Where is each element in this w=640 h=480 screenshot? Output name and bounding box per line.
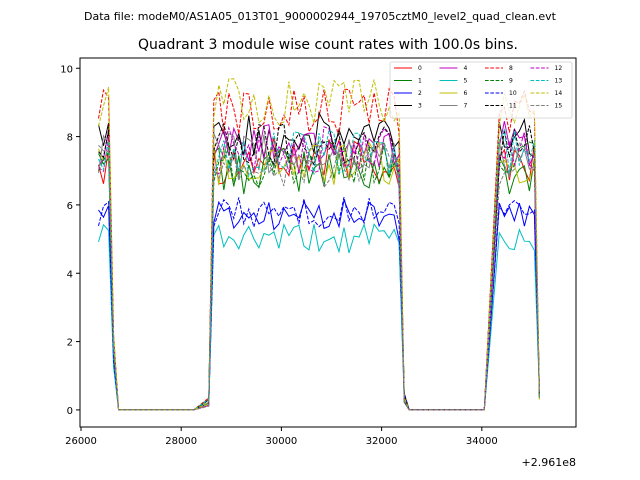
series-line-9	[98, 140, 540, 411]
legend-label-15: 15	[555, 103, 563, 110]
legend-label-14: 14	[555, 90, 563, 97]
series-line-5	[98, 222, 540, 411]
series-line-14	[98, 78, 540, 411]
series-line-12	[98, 126, 540, 411]
series-line-7	[98, 132, 540, 411]
legend-label-2: 2	[418, 90, 422, 97]
series-line-0	[98, 137, 540, 411]
x-tick-label: 34000	[466, 436, 498, 447]
legend-box	[389, 61, 573, 119]
legend-label-0: 0	[418, 65, 422, 72]
y-tick-label: 0	[67, 406, 73, 417]
y-tick-label: 4	[67, 269, 73, 280]
legend-label-5: 5	[464, 78, 468, 85]
x-tick-label: 26000	[65, 436, 97, 447]
legend-label-13: 13	[555, 78, 563, 85]
x-tick-label: 32000	[366, 436, 398, 447]
y-tick-label: 10	[60, 64, 73, 75]
legend-label-4: 4	[464, 65, 468, 72]
legend-label-7: 7	[464, 103, 468, 110]
y-tick-label: 6	[67, 201, 73, 212]
y-tick-label: 8	[67, 133, 73, 144]
series-line-8	[98, 87, 540, 411]
plot-frame	[79, 57, 577, 428]
chart-title: Quadrant 3 module wise count rates with …	[138, 37, 518, 53]
series-line-6	[98, 140, 540, 411]
series-line-1	[98, 147, 540, 411]
series-line-10	[98, 196, 540, 411]
legend-label-11: 11	[509, 103, 517, 110]
legend-label-9: 9	[509, 78, 513, 85]
legend-label-10: 10	[509, 90, 517, 97]
series-line-15	[98, 141, 540, 411]
x-tick-label: 30000	[265, 436, 297, 447]
x-tick-label: 28000	[165, 436, 197, 447]
legend-label-3: 3	[418, 103, 422, 110]
x-offset-label: +2.961e8	[522, 456, 576, 469]
plot-series	[98, 78, 540, 411]
legend-label-12: 12	[555, 65, 563, 72]
suptitle: Data file: modeM0/AS1A05_013T01_90000029…	[84, 10, 557, 23]
legend-label-8: 8	[509, 65, 513, 72]
y-tick-label: 2	[67, 338, 73, 349]
legend-label-1: 1	[418, 78, 422, 85]
series-line-2	[98, 198, 540, 411]
legend-label-6: 6	[464, 90, 468, 97]
series-line-13	[98, 128, 540, 411]
